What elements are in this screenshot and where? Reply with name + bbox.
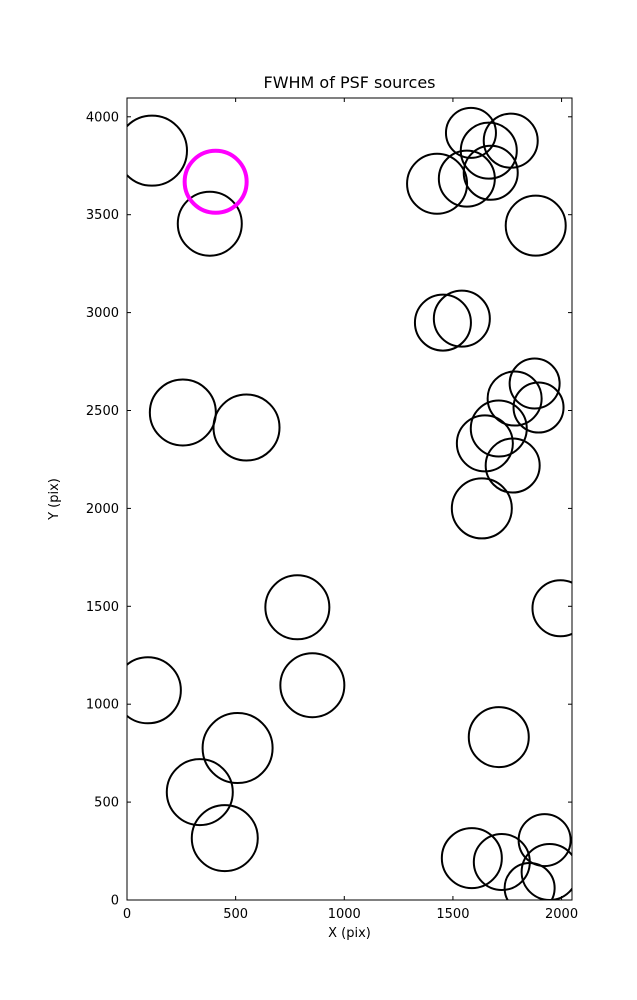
psf-source-marker (517, 813, 572, 868)
psf-source-marker (503, 862, 556, 900)
y-tick-label: 3000 (86, 306, 119, 321)
psf-source-marker (467, 706, 530, 769)
y-tick-label: 1000 (86, 698, 119, 713)
y-tick-label: 1500 (86, 600, 119, 615)
psf-source-marker (437, 149, 496, 208)
psf-source-marker (508, 357, 561, 410)
x-tick-label: 1500 (436, 907, 469, 922)
psf-source-marker (212, 393, 281, 462)
psf-source-marker (264, 574, 331, 641)
x-axis-label: X (pix) (328, 926, 371, 941)
psf-source-marker (127, 114, 188, 187)
highlighted-source-marker (182, 148, 249, 215)
psf-source-marker (486, 370, 543, 427)
x-tick-label: 1000 (328, 907, 361, 922)
x-tick-label: 0 (123, 907, 131, 922)
psf-source-marker (279, 652, 346, 719)
psf-source-marker (504, 194, 567, 257)
y-tick-label: 2500 (86, 404, 119, 419)
y-tick-label: 4000 (86, 110, 119, 125)
tick-layer (126, 98, 572, 901)
psf-source-marker (148, 378, 217, 447)
psf-source-marker (462, 144, 519, 201)
psf-source-marker (444, 106, 497, 159)
y-tick-label: 2000 (86, 502, 119, 517)
psf-source-marker (455, 414, 514, 473)
psf-source-marker (482, 112, 539, 169)
psf-source-marker (201, 712, 274, 785)
tick-label-layer: 0 500 1000 1500 2000 0 500 1000 1500 2000 2500 3000… (86, 110, 578, 922)
psf-source-marker (413, 293, 472, 352)
psf-source-marker (190, 804, 259, 873)
y-axis-label: Y (pix) (47, 478, 62, 521)
psf-source-marker (520, 843, 572, 900)
axes-frame (126, 97, 573, 901)
y-tick-label: 0 (111, 894, 119, 909)
marker-layer (127, 106, 572, 900)
psf-source-marker (450, 477, 513, 540)
x-tick-label: 2000 (545, 907, 578, 922)
chart-title: FWHM of PSF sources (263, 73, 435, 92)
psf-source-marker (165, 758, 234, 827)
psf-source-marker (469, 399, 528, 458)
x-tick-label: 500 (223, 907, 248, 922)
psf-source-marker (440, 827, 503, 890)
psf-source-marker (512, 381, 565, 434)
psf-source-marker (432, 289, 491, 348)
psf-source-marker (484, 437, 541, 494)
psf-source-marker (127, 656, 182, 725)
psf-source-marker (176, 190, 243, 257)
psf-source-marker (531, 579, 572, 638)
y-tick-label: 3500 (86, 208, 119, 223)
y-tick-label: 500 (94, 796, 119, 811)
